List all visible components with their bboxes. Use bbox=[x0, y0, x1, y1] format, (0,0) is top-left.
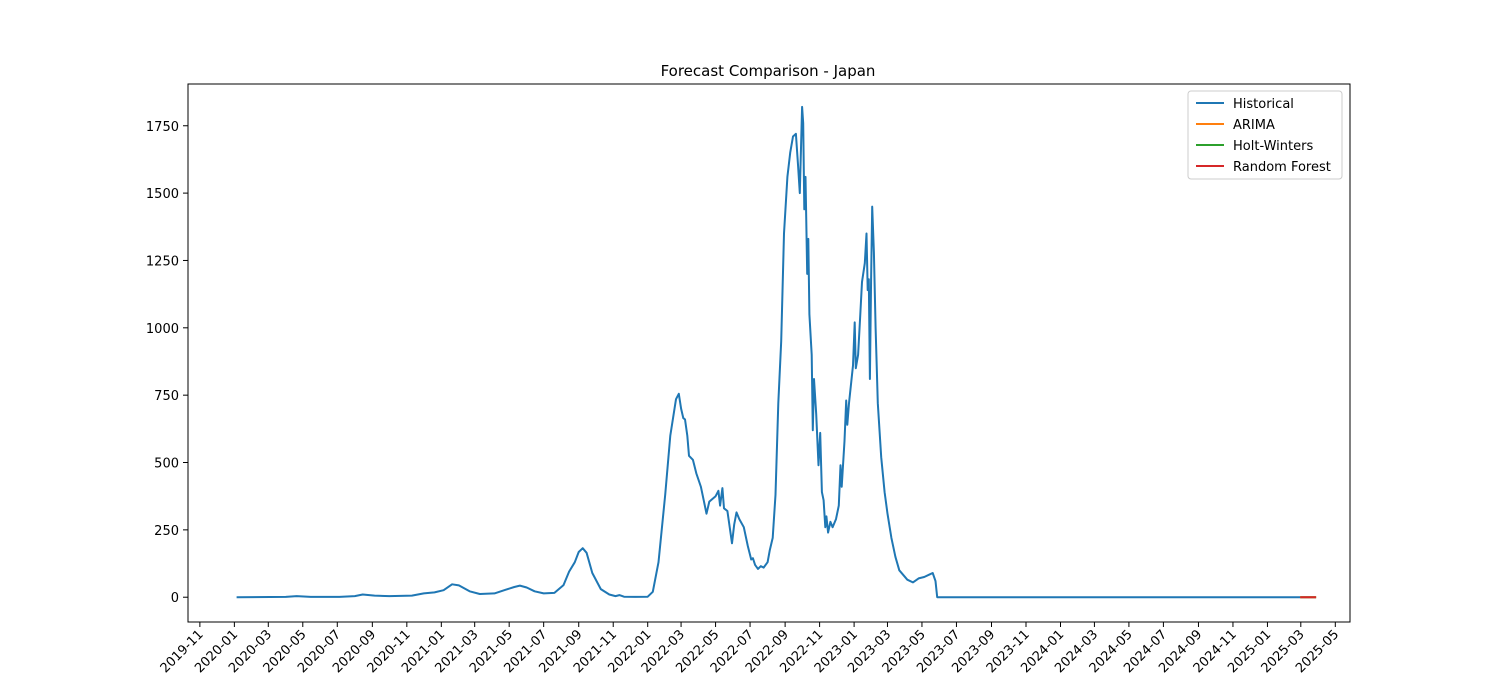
legend-label: Holt-Winters bbox=[1233, 139, 1313, 154]
y-tick-label: 1000 bbox=[146, 322, 179, 337]
y-axis: 0 250 500 750 1000 1250 1500 1750 bbox=[146, 120, 188, 606]
legend: Historical ARIMA Holt-Winters Random Forest bbox=[1187, 90, 1343, 180]
plot-frame bbox=[187, 83, 1351, 623]
series-line-historical bbox=[236, 105, 1301, 599]
chart-title: Forecast Comparison - Japan bbox=[661, 62, 876, 80]
y-tick-label: 750 bbox=[154, 389, 179, 404]
legend-label: ARIMA bbox=[1233, 118, 1275, 133]
y-tick-label: 1500 bbox=[146, 187, 179, 202]
legend-box bbox=[1187, 90, 1343, 180]
y-tick-label: 1750 bbox=[146, 120, 179, 135]
legend-label: Historical bbox=[1233, 97, 1294, 112]
legend-label: Random Forest bbox=[1233, 160, 1331, 175]
y-tick-label: 250 bbox=[154, 524, 179, 539]
series-layer bbox=[236, 105, 1317, 599]
y-tick-label: 1250 bbox=[146, 254, 179, 269]
x-axis: 2019-112020-012020-032020-052020-072020-… bbox=[158, 622, 1342, 676]
y-tick-label: 0 bbox=[171, 591, 179, 606]
y-tick-label: 500 bbox=[154, 457, 179, 472]
